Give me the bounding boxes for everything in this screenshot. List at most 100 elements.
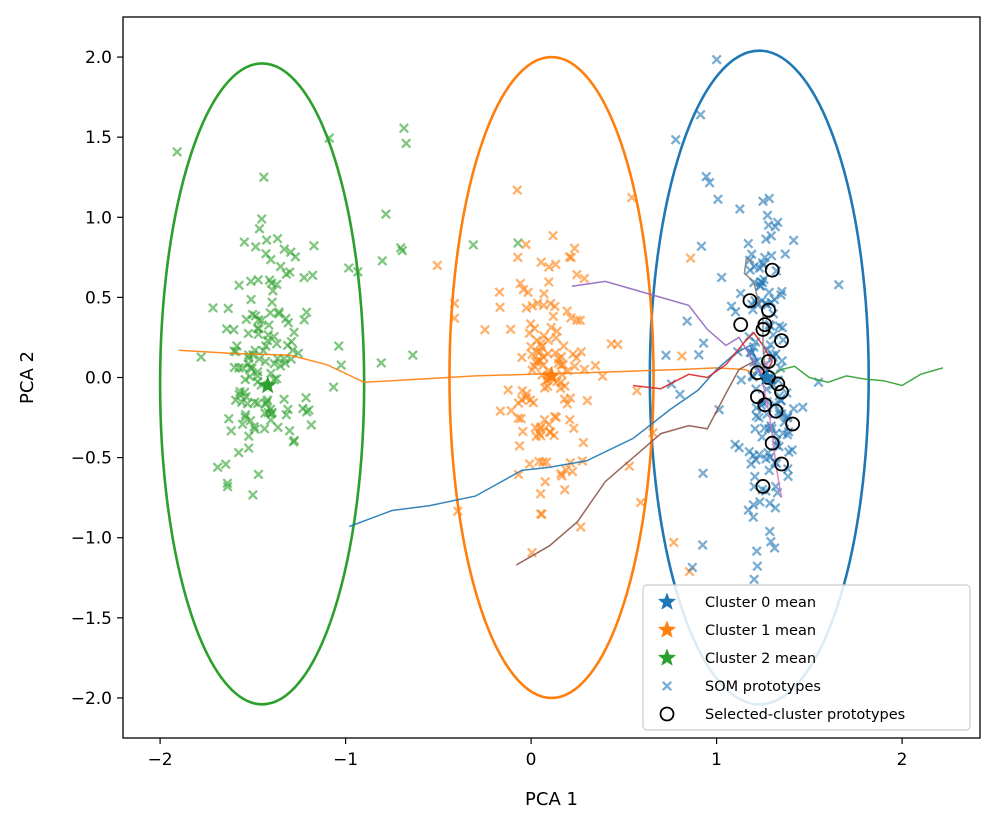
som-prototype-marker [660,350,671,361]
y-tick-label: −1.0 [71,529,112,549]
som-prototype-marker [571,269,582,280]
som-prototype-marker [536,257,547,268]
som-prototype-marker [535,509,546,520]
som-prototype-marker [764,526,775,537]
som-prototype-marker [734,203,745,215]
som-prototype-marker [273,308,284,319]
som-prototype-marker [764,193,775,204]
som-prototype-marker [582,395,593,406]
som-prototype-marker [226,425,237,436]
som-prototype-marker [745,265,756,276]
som-prototype-marker [626,192,637,203]
som-prototype-marker [280,313,291,324]
cluster-means-layer [258,366,776,394]
legend-item: SOM prototypes [661,679,821,695]
som-prototype-marker [307,270,318,281]
y-tick-label: 2.0 [85,48,112,68]
som-prototype-marker [752,561,763,572]
som-prototype-marker [299,272,310,283]
som-prototype-marker [228,324,239,335]
som-prototype-marker [833,279,844,290]
som-prototype-marker [530,357,541,368]
som-prototype-marker [780,249,791,260]
som-prototype-marker [698,468,709,479]
som-prototype-marker [271,338,282,349]
som-prototype-marker [749,574,760,585]
som-prototype-marker [764,287,775,298]
selected-prototype-marker [755,322,771,337]
som-prototype-marker [401,138,412,149]
selected-prototype-marker [764,435,780,451]
som-prototype-marker [240,374,251,385]
y-tick-label: −2.0 [71,689,112,709]
x-axis-label: PCA 1 [525,789,578,810]
legend-label: SOM prototypes [705,679,821,695]
som-prototype-marker [647,427,658,438]
selected-prototype-marker [750,389,765,405]
som-prototype-marker [685,253,696,264]
som-prototype-marker [260,248,271,259]
som-prototype-marker [545,298,556,309]
x-tick-label: 2 [897,750,908,770]
selected-prototypes-layer [733,262,801,494]
som-prototype-marker [687,562,698,573]
som-prototype-marker [398,123,409,134]
som-prototype-marker [515,278,526,289]
som-prototype-marker [272,233,283,244]
som-prototype-marker [258,172,269,183]
som-prototype-marker [753,412,764,423]
som-prototype-marker [243,352,254,363]
som-prototype-marker [569,361,580,372]
trajectory-line-0 [178,349,754,384]
som-prototype-marker [262,335,273,346]
som-prototype-marker [308,240,319,251]
legend-item: Cluster 1 mean [657,620,816,639]
som-prototype-marker [407,350,418,361]
som-prototype-marker [716,272,727,283]
som-prototype-marker [569,243,580,254]
y-tick-label: 1.0 [85,208,112,228]
som-prototype-marker [260,356,271,367]
cluster-2-ellipse [158,62,366,706]
som-prototype-marker [290,251,301,262]
som-prototype-marker [397,245,408,256]
som-prototype-marker [748,499,759,510]
som-prototype-marker [525,341,537,352]
som-prototype-marker [712,194,723,205]
som-prototype-marker [242,398,253,409]
som-prototype-marker [279,244,290,255]
som-prototype-marker [280,358,291,369]
som-prototype-marker [343,263,354,274]
selected-prototype-marker [755,479,771,494]
som-prototype-marker [506,405,517,416]
som-prototype-marker [324,133,335,144]
som-prototype-marker [271,279,282,290]
y-axis-label: PCA 2 [17,351,38,404]
som-prototype-marker [762,344,773,355]
som-prototype-marker [744,446,755,457]
som-prototype-marker [516,352,527,363]
som-prototype-marker [517,426,528,437]
legend-star-icon [657,648,677,666]
som-prototype-marker [220,459,231,470]
som-prototype-marker [531,431,542,442]
som-prototype-marker [735,288,746,299]
som-prototype-marker [245,276,256,287]
legend-label: Cluster 1 mean [705,623,816,639]
som-prototype-marker [670,134,681,145]
som-prototype-marker [748,512,759,523]
som-prototype-marker [565,457,576,468]
som-prototype-marker [562,306,573,317]
selected-prototype-marker [742,293,758,308]
som-prototype-marker [336,360,347,371]
selected-prototype-marker [768,403,784,419]
som-prototype-marker [758,274,769,285]
som-prototype-marker [261,235,272,246]
som-prototype-marker [243,349,254,361]
som-prototype-marker [765,339,776,350]
som-prototype-marker [590,360,601,371]
y-tick-label: 1.5 [85,128,112,148]
som-prototype-marker [271,373,282,384]
som-prototype-marker [244,371,255,382]
